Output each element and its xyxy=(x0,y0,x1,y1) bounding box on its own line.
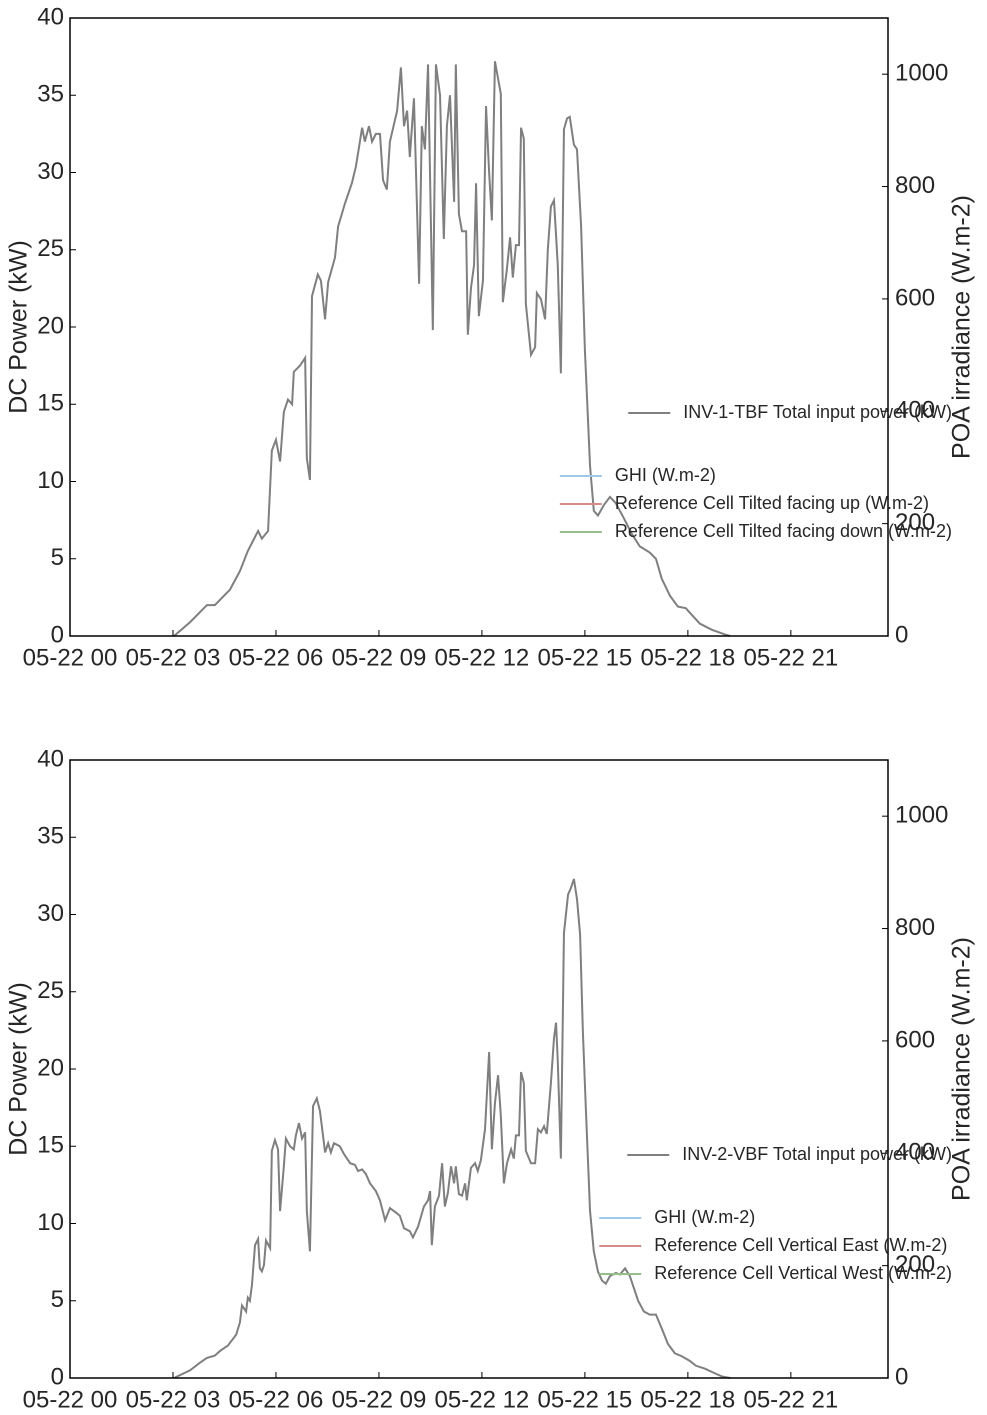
y-tick-label: 35 xyxy=(37,81,64,108)
y2-tick-label: 800 xyxy=(895,914,935,941)
y-tick-label: 5 xyxy=(51,544,64,571)
y-tick-label: 10 xyxy=(37,1209,64,1236)
y2-tick-label: 200 xyxy=(895,509,935,536)
legend: GHI (W.m-2) Reference Cell Tilted facing … xyxy=(559,465,952,541)
y-tick-label: 10 xyxy=(37,467,64,494)
y2-tick-label: 1000 xyxy=(895,802,948,829)
plot-frame xyxy=(69,759,889,1379)
y2-axis-label: POA irradiance (W.m-2) xyxy=(948,937,976,1201)
y2-axis-label: POA irradiance (W.m-2) xyxy=(948,195,976,459)
plot-frame xyxy=(69,17,889,637)
legend: INV-1-TBF Total input power (kW) xyxy=(628,402,952,422)
y-tick-label: 20 xyxy=(37,1054,64,1081)
x-tick-label: 05-22 21 xyxy=(743,644,838,671)
x-tick-label: 05-22 12 xyxy=(435,1386,530,1413)
y-tick-label: 25 xyxy=(37,977,64,1004)
legend-label: Reference Cell Tilted facing down (W.m-2… xyxy=(615,521,952,541)
y2-tick-label: 400 xyxy=(895,397,935,424)
legend-label: Reference Cell Tilted facing up (W.m-2) xyxy=(615,493,929,513)
legend-label: Reference Cell Vertical East (W.m-2) xyxy=(654,1235,947,1255)
y-tick-label: 20 xyxy=(37,312,64,339)
y-tick-label: 25 xyxy=(37,235,64,262)
y-axis-label: DC Power (kW) xyxy=(5,982,33,1156)
y-axis-label: DC Power (kW) xyxy=(5,240,33,414)
y2-tick-label: 1000 xyxy=(895,60,948,87)
y-tick-label: 15 xyxy=(37,390,64,417)
x-tick-label: 05-22 09 xyxy=(332,644,427,671)
y-tick-label: 15 xyxy=(37,1132,64,1159)
y-tick-label: 5 xyxy=(51,1286,64,1313)
legend: INV-2-VBF Total input power (kW) xyxy=(627,1144,952,1164)
x-tick-label: 05-22 09 xyxy=(332,1386,427,1413)
x-tick-label: 05-22 12 xyxy=(435,644,530,671)
y2-tick-label: 600 xyxy=(895,1026,935,1053)
x-tick-label: 05-22 18 xyxy=(641,644,736,671)
x-tick-label: 05-22 21 xyxy=(743,1386,838,1413)
x-tick-label: 05-22 00 xyxy=(23,1386,118,1413)
data-line xyxy=(173,61,731,637)
legend-label: GHI (W.m-2) xyxy=(654,1207,755,1227)
legend-label: GHI (W.m-2) xyxy=(615,465,716,485)
x-tick-label: 05-22 03 xyxy=(126,1386,221,1413)
legend-label: INV-2-VBF Total input power (kW) xyxy=(682,1144,952,1164)
legend-label: Reference Cell Vertical West (W.m-2) xyxy=(654,1263,952,1283)
y-tick-label: 30 xyxy=(37,900,64,927)
data-line xyxy=(173,878,731,1379)
x-tick-label: 05-22 03 xyxy=(126,644,221,671)
x-tick-label: 05-22 00 xyxy=(23,644,118,671)
y-tick-label: 40 xyxy=(37,3,64,30)
x-tick-label: 05-22 15 xyxy=(538,644,633,671)
x-tick-label: 05-22 06 xyxy=(229,644,324,671)
legend: GHI (W.m-2) Reference Cell Vertical East … xyxy=(599,1207,952,1283)
legend-label: INV-1-TBF Total input power (kW) xyxy=(683,402,952,422)
y2-tick-label: 0 xyxy=(895,1363,908,1390)
y-tick-label: 30 xyxy=(37,158,64,185)
y2-tick-label: 400 xyxy=(895,1139,935,1166)
y-tick-label: 0 xyxy=(51,621,64,648)
x-tick-label: 05-22 06 xyxy=(229,1386,324,1413)
x-tick-label: 05-22 15 xyxy=(538,1386,633,1413)
y-tick-label: 0 xyxy=(51,1363,64,1390)
y2-tick-label: 800 xyxy=(895,172,935,199)
y2-tick-label: 600 xyxy=(895,284,935,311)
y-tick-label: 40 xyxy=(37,745,64,772)
x-tick-label: 05-22 18 xyxy=(641,1386,736,1413)
y2-tick-label: 0 xyxy=(895,621,908,648)
y-tick-label: 35 xyxy=(37,823,64,850)
y2-tick-label: 200 xyxy=(895,1251,935,1278)
